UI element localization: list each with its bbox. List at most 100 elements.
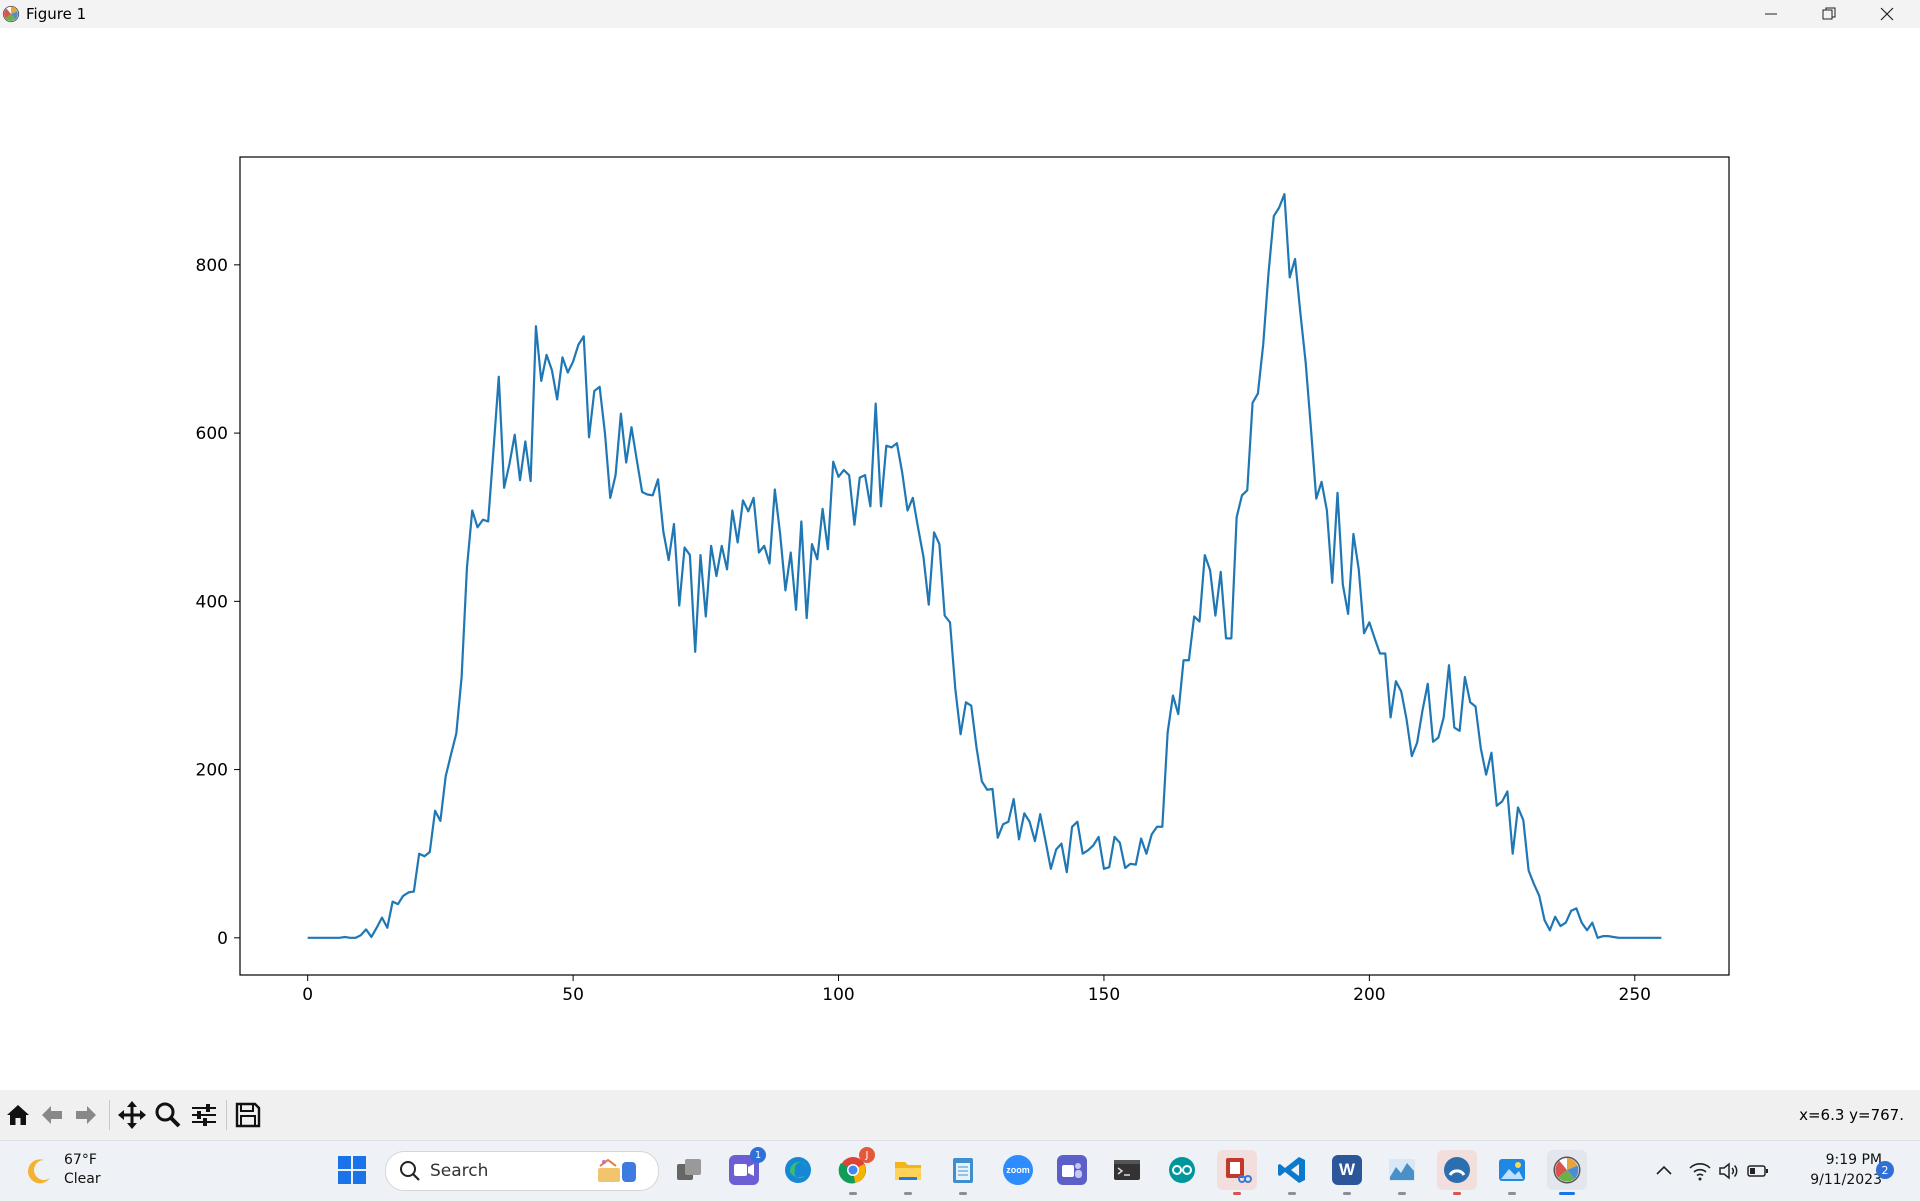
taskbar-search-box[interactable]: Search (385, 1151, 659, 1191)
clock-date[interactable]: 9/11/2023 (1810, 1172, 1882, 1188)
running-indicator (1508, 1192, 1516, 1195)
taskbar-app-arduino[interactable] (1162, 1150, 1202, 1190)
configure-subplots-icon (192, 1104, 216, 1126)
windows-icon (338, 1156, 366, 1184)
restore-icon (1822, 7, 1836, 20)
notification-center-badge[interactable]: 2 (1876, 1161, 1894, 1179)
task-view-icon (677, 1159, 701, 1180)
x-tick-label: 100 (822, 985, 854, 1005)
figure-canvas[interactable]: 0 50 100 150 200 250 0 200 400 600 800 (0, 28, 1920, 1090)
wifi-icon[interactable] (1688, 1161, 1712, 1181)
navigation-toolbar: x=6.3 y=767. (0, 1090, 1920, 1140)
notepad-icon (953, 1158, 973, 1183)
window-title: Figure 1 (26, 5, 87, 23)
x-tick-label: 200 (1353, 985, 1385, 1005)
close-button[interactable] (1858, 0, 1916, 28)
taskbar-app-meet[interactable]: 1 (724, 1147, 766, 1190)
taskbar-app-teams[interactable] (1052, 1150, 1092, 1190)
y-tick-label: 400 (196, 592, 228, 612)
running-indicator (1343, 1192, 1351, 1195)
zoom-icon: zoom (1003, 1155, 1033, 1185)
running-indicator (1453, 1192, 1461, 1195)
running-indicator (849, 1192, 857, 1195)
y-tick-label: 200 (196, 761, 228, 781)
taskbar-app-edge[interactable] (778, 1150, 818, 1190)
x-tick-label: 50 (562, 985, 584, 1005)
home-icon (7, 1105, 29, 1125)
close-icon (1880, 7, 1894, 21)
pan-button[interactable] (117, 1100, 147, 1130)
series-line-0 (307, 193, 1662, 939)
zoom-icon (155, 1102, 181, 1128)
arduino-icon (1169, 1157, 1195, 1183)
active-indicator (1559, 1192, 1575, 1195)
edge-icon (785, 1157, 811, 1183)
clock-time[interactable]: 9:19 PM (1825, 1152, 1882, 1168)
taskbar-app-terminal[interactable] (1107, 1150, 1147, 1190)
taskbar-app-word[interactable]: W (1327, 1150, 1367, 1195)
profile-badge: J (859, 1147, 875, 1163)
restore-button[interactable] (1800, 0, 1858, 28)
running-indicator (959, 1192, 967, 1195)
x-tick-label: 250 (1619, 985, 1651, 1005)
y-tick-label: 0 (217, 929, 228, 949)
back-button[interactable] (37, 1100, 67, 1130)
configure-subplots-button[interactable] (189, 1100, 219, 1130)
battery-icon[interactable] (1746, 1161, 1770, 1181)
minimize-icon (1765, 13, 1777, 15)
home-button[interactable] (3, 1100, 33, 1130)
taskbar-app-snipping-tool[interactable] (1217, 1150, 1257, 1195)
running-indicator (1233, 1192, 1241, 1195)
cursor-coordinates: x=6.3 y=767. (1799, 1106, 1904, 1124)
search-icon (400, 1161, 420, 1181)
zoom-button[interactable] (153, 1100, 183, 1130)
running-indicator (904, 1192, 912, 1195)
taskbar-app-photos[interactable] (1492, 1150, 1532, 1195)
taskbar-app-file-explorer[interactable] (888, 1150, 928, 1195)
chart-app-icon (1389, 1159, 1415, 1181)
word-icon: W (1332, 1155, 1362, 1185)
taskbar: 67°F Clear Search 1 J (0, 1140, 1920, 1201)
vscode-icon (1278, 1157, 1305, 1183)
x-tick-label: 0 (302, 985, 313, 1005)
forward-button[interactable] (71, 1100, 101, 1130)
photos-icon (1499, 1159, 1525, 1181)
circle-app-icon (1444, 1157, 1470, 1183)
taskbar-app-matplotlib[interactable] (1547, 1150, 1587, 1195)
notification-badge: 1 (750, 1147, 766, 1163)
forward-arrow-icon (76, 1106, 96, 1124)
pan-icon (118, 1101, 146, 1129)
running-indicator (1288, 1192, 1296, 1195)
search-placeholder: Search (430, 1161, 489, 1181)
taskbar-app-notepad[interactable] (943, 1150, 983, 1195)
minimize-button[interactable] (1742, 0, 1800, 28)
running-indicator (1398, 1192, 1406, 1195)
weather-widget[interactable]: 67°F Clear (20, 1149, 130, 1193)
taskbar-app-resource-monitor[interactable] (1382, 1150, 1422, 1195)
taskbar-app-circle[interactable] (1437, 1150, 1477, 1195)
teams-icon (1057, 1155, 1087, 1185)
line-chart: 0 50 100 150 200 250 0 200 400 600 800 (196, 156, 1730, 1005)
axes-frame (239, 156, 1730, 976)
back-arrow-icon (42, 1106, 62, 1124)
search-highlight-illustration-icon (598, 1158, 636, 1182)
moon-icon (28, 1159, 50, 1184)
matplotlib-app-icon (2, 5, 20, 23)
taskbar-app-chrome[interactable]: J (833, 1147, 875, 1195)
save-button[interactable] (233, 1100, 263, 1130)
start-button[interactable] (332, 1150, 372, 1190)
volume-icon[interactable] (1718, 1161, 1740, 1181)
save-icon (235, 1102, 261, 1128)
x-tick-label: 150 (1088, 985, 1120, 1005)
matplotlib-icon (1553, 1156, 1581, 1184)
task-view-button[interactable] (669, 1150, 709, 1190)
weather-temperature: 67°F (64, 1152, 97, 1168)
y-tick-label: 800 (196, 256, 228, 276)
snipping-tool-icon (1226, 1158, 1252, 1183)
toolbar-separator (226, 1100, 227, 1130)
folder-icon (895, 1162, 921, 1180)
taskbar-app-vscode[interactable] (1272, 1150, 1312, 1195)
chrome-icon (838, 1157, 866, 1184)
chevron-up-icon[interactable] (1654, 1161, 1674, 1181)
taskbar-app-zoom[interactable]: zoom (998, 1150, 1038, 1190)
